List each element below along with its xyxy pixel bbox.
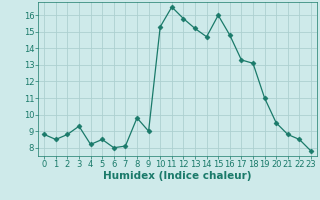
- X-axis label: Humidex (Indice chaleur): Humidex (Indice chaleur): [103, 171, 252, 181]
